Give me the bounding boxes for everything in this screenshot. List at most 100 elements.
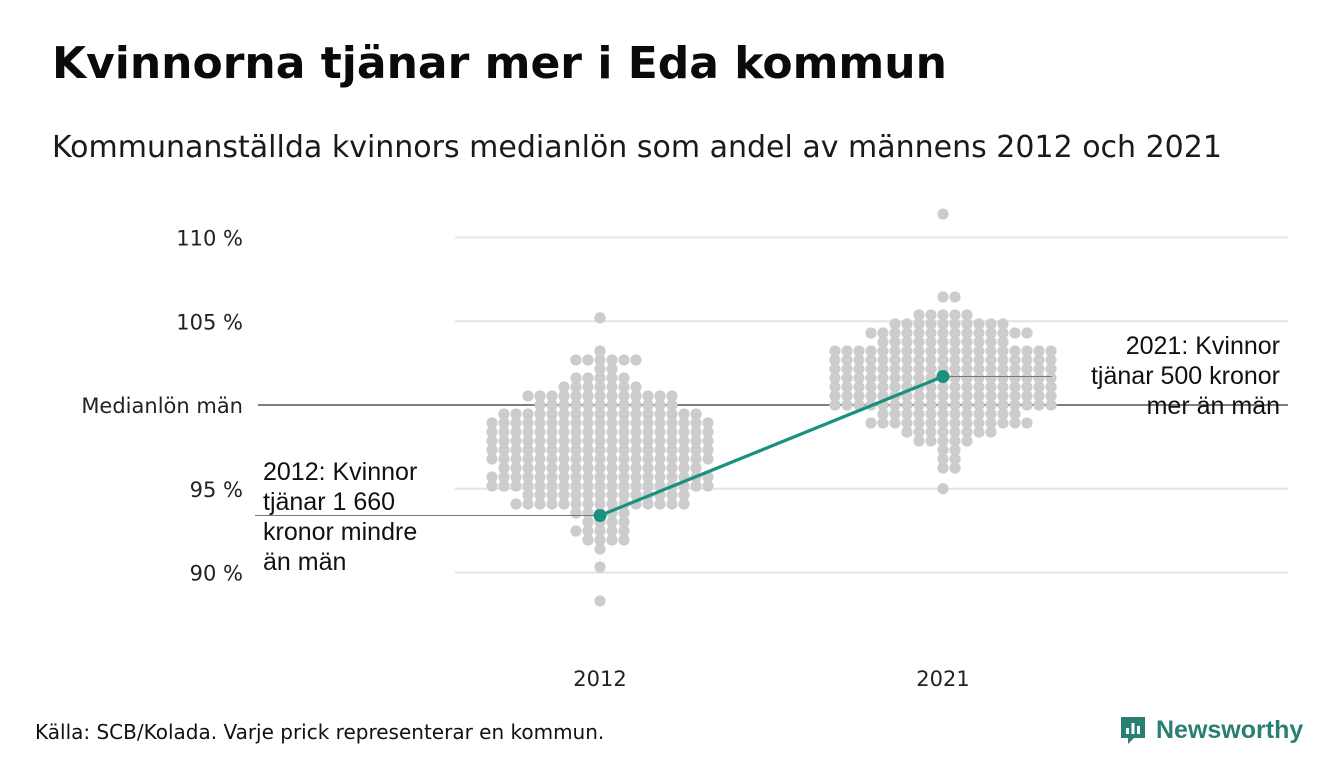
municipality-dot — [901, 354, 913, 366]
municipality-dot — [510, 417, 522, 429]
municipality-dot — [841, 381, 853, 393]
municipality-dot — [642, 498, 654, 510]
municipality-dot — [546, 435, 558, 447]
municipality-dot — [654, 444, 666, 456]
municipality-dot — [606, 372, 618, 384]
municipality-dot — [925, 345, 937, 357]
municipality-dot — [1045, 354, 1057, 366]
municipality-dot — [558, 480, 570, 492]
municipality-dot — [678, 435, 690, 447]
municipality-dot — [702, 444, 714, 456]
municipality-dot — [666, 390, 678, 402]
municipality-dot — [582, 534, 594, 546]
municipality-dot — [606, 498, 618, 510]
municipality-dot — [570, 507, 582, 519]
municipality-dot — [606, 408, 618, 420]
municipality-dot — [889, 399, 901, 411]
municipality-dot — [829, 372, 841, 384]
municipality-dot — [594, 354, 606, 366]
municipality-dot — [1021, 381, 1033, 393]
municipality-dot — [997, 354, 1009, 366]
municipality-dot — [865, 381, 877, 393]
municipality-dot — [630, 426, 642, 438]
municipality-dot — [570, 372, 582, 384]
municipality-dot — [1045, 363, 1057, 375]
municipality-dot — [913, 318, 925, 330]
municipality-dot — [865, 327, 877, 339]
municipality-dot — [594, 534, 606, 546]
municipality-dot — [877, 372, 889, 384]
municipality-dot — [534, 435, 546, 447]
municipality-dot — [570, 471, 582, 483]
municipality-dot — [642, 444, 654, 456]
municipality-dot — [534, 489, 546, 501]
municipality-dot — [877, 354, 889, 366]
municipality-dot — [654, 408, 666, 420]
municipality-dot — [997, 372, 1009, 384]
municipality-dot — [961, 390, 973, 402]
municipality-dot — [889, 381, 901, 393]
municipality-dot — [546, 489, 558, 501]
municipality-dot — [594, 312, 606, 324]
chart-subtitle: Kommunanställda kvinnors medianlön som a… — [52, 130, 1222, 165]
municipality-dot — [606, 444, 618, 456]
municipality-dot — [606, 417, 618, 429]
municipality-dot — [534, 498, 546, 510]
municipality-dot — [654, 426, 666, 438]
municipality-dot — [630, 381, 642, 393]
municipality-dot — [666, 444, 678, 456]
dot-swarm-2012 — [486, 312, 714, 607]
municipality-dot — [618, 453, 630, 465]
municipality-dot — [961, 408, 973, 420]
municipality-dot — [1009, 390, 1021, 402]
annotation-text-2012: än män — [263, 548, 346, 576]
municipality-dot — [841, 363, 853, 375]
municipality-dot — [618, 435, 630, 447]
municipality-dot — [690, 426, 702, 438]
municipality-dot — [642, 399, 654, 411]
municipality-dot — [534, 399, 546, 411]
annotation-text-2021: 2021: Kvinnor — [1126, 332, 1280, 360]
municipality-dot — [937, 318, 949, 330]
municipality-dot — [570, 426, 582, 438]
municipality-dot — [925, 399, 937, 411]
municipality-dot — [1009, 345, 1021, 357]
municipality-dot — [546, 462, 558, 474]
municipality-dot — [889, 345, 901, 357]
municipality-dot — [486, 453, 498, 465]
municipality-dot — [973, 390, 985, 402]
municipality-dot — [522, 471, 534, 483]
municipality-dot — [618, 444, 630, 456]
municipality-dot — [630, 453, 642, 465]
municipality-dot — [582, 417, 594, 429]
municipality-dot — [594, 345, 606, 357]
municipality-dot — [606, 471, 618, 483]
municipality-dot — [510, 426, 522, 438]
municipality-dot — [973, 417, 985, 429]
municipality-dot — [582, 354, 594, 366]
municipality-dot — [558, 444, 570, 456]
municipality-dot — [985, 381, 997, 393]
y-tick-label: 105 % — [176, 310, 243, 334]
municipality-dot — [594, 372, 606, 384]
municipality-dot — [558, 498, 570, 510]
municipality-dot — [937, 408, 949, 420]
municipality-dot — [702, 426, 714, 438]
annotation-text-2012: 2012: Kvinnor — [263, 458, 417, 486]
municipality-dot — [534, 417, 546, 429]
municipality-dot — [594, 444, 606, 456]
municipality-dot — [949, 462, 961, 474]
municipality-dot — [1009, 372, 1021, 384]
municipality-dot — [690, 417, 702, 429]
municipality-dot — [702, 480, 714, 492]
municipality-dot — [961, 417, 973, 429]
municipality-dot — [498, 444, 510, 456]
municipality-dot — [961, 399, 973, 411]
municipality-dot — [678, 453, 690, 465]
municipality-dot — [925, 417, 937, 429]
municipality-dot — [1045, 390, 1057, 402]
municipality-dot — [486, 435, 498, 447]
municipality-dot — [949, 336, 961, 348]
municipality-dot — [1045, 399, 1057, 411]
